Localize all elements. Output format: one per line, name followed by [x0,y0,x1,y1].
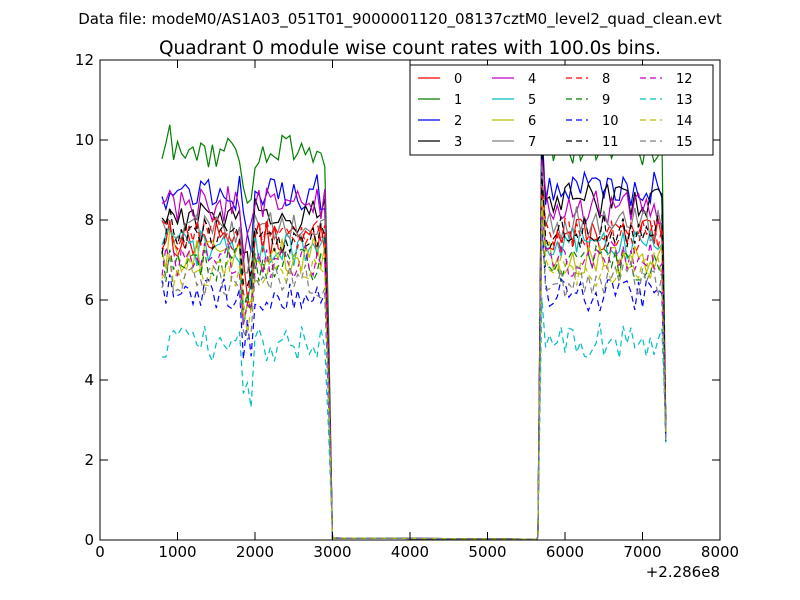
y-tick-label: 4 [84,371,94,389]
x-axis-offset-label: +2.286e8 [646,563,720,581]
y-tick-label: 12 [75,51,94,69]
x-tick-label: 8000 [701,543,739,561]
series-line-2 [161,122,667,540]
legend-label-10: 10 [602,114,619,129]
legend-label-3: 3 [454,135,462,150]
series-line-6 [161,192,667,540]
x-tick-label: 1000 [158,543,196,561]
y-tick-label: 10 [75,131,94,149]
series-line-10 [161,227,667,540]
legend-label-9: 9 [602,93,610,108]
x-tick-label: 3000 [313,543,351,561]
legend-label-0: 0 [454,72,462,87]
legend-label-14: 14 [676,114,693,129]
legend-label-6: 6 [528,114,536,129]
legend-label-15: 15 [676,135,693,150]
series-line-3 [161,142,667,540]
series-line-8 [161,186,667,540]
series-line-4 [161,159,667,540]
series-line-11 [161,172,667,540]
series-line-14 [161,198,667,540]
x-tick-label: 0 [95,543,105,561]
legend-label-11: 11 [602,135,619,150]
data-file-title: Data file: modeM0/AS1A03_051T01_90000011… [78,10,722,29]
legend-label-8: 8 [602,72,610,87]
y-tick-label: 2 [84,451,94,469]
x-tick-label: 4000 [391,543,429,561]
legend-label-2: 2 [454,114,462,129]
series-line-12 [161,208,667,540]
x-tick-label: 7000 [623,543,661,561]
y-tick-label: 6 [84,291,94,309]
axis-ticks: 0 1000 2000 3000 4000 5000 6000 7000 80000246810… [75,51,739,561]
series-line-5 [161,204,667,540]
legend-box [409,64,714,156]
legend-label-7: 7 [528,135,536,150]
legend-label-12: 12 [676,72,693,87]
series-line-1 [161,109,667,540]
legend-label-5: 5 [528,93,536,108]
x-tick-label: 5000 [468,543,506,561]
x-tick-label: 2000 [236,543,274,561]
series-layer [161,109,667,540]
x-tick-label: 6000 [546,543,584,561]
chart-title: Quadrant 0 module wise count rates with … [159,38,661,59]
series-line-9 [161,222,667,540]
legend-label-4: 4 [528,72,536,87]
series-line-13 [162,297,667,540]
legend-label-13: 13 [676,93,693,108]
series-line-7 [161,165,667,540]
legend-label-1: 1 [454,93,462,108]
y-tick-label: 0 [84,531,94,549]
y-tick-label: 8 [84,211,94,229]
series-line-15 [161,218,667,540]
